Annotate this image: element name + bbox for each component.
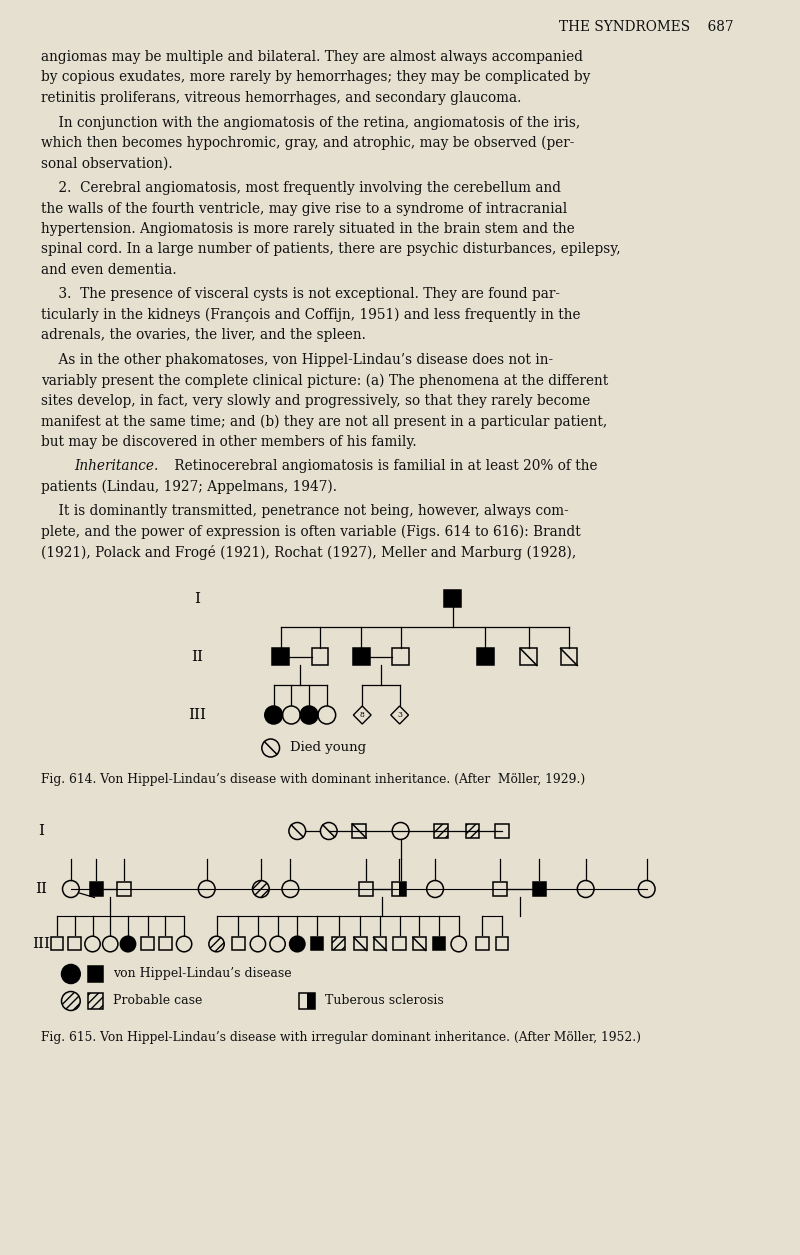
Text: sites develop, in fact, very slowly and progressively, so that they rarely becom: sites develop, in fact, very slowly and … — [42, 394, 590, 408]
Text: 3.  The presence of visceral cysts is not exceptional. They are found par-: 3. The presence of visceral cysts is not… — [42, 287, 560, 301]
Circle shape — [62, 965, 80, 984]
Bar — [299, 993, 315, 1009]
Text: retinitis proliferans, vitreous hemorrhages, and secondary glaucoma.: retinitis proliferans, vitreous hemorrha… — [42, 92, 522, 105]
Text: plete, and the power of expression is often variable (Figs. 614 to 616): Brandt: plete, and the power of expression is of… — [42, 525, 581, 540]
Bar — [434, 825, 448, 838]
Circle shape — [300, 707, 318, 724]
Text: II: II — [191, 650, 203, 664]
Bar — [332, 937, 345, 950]
Text: Retinocerebral angiomatosis is familial in at least 20% of the: Retinocerebral angiomatosis is familial … — [170, 459, 598, 473]
Circle shape — [290, 936, 305, 951]
Bar — [445, 591, 461, 607]
Circle shape — [120, 936, 136, 951]
Text: hypertension. Angiomatosis is more rarely situated in the brain stem and the: hypertension. Angiomatosis is more rarel… — [42, 222, 575, 236]
Text: sonal observation).: sonal observation). — [42, 157, 173, 171]
Text: and even dementia.: and even dementia. — [42, 264, 177, 277]
Text: III: III — [188, 708, 206, 722]
Bar — [394, 937, 406, 950]
Text: angiomas may be multiple and bilateral. They are almost always accompanied: angiomas may be multiple and bilateral. … — [42, 50, 583, 64]
Bar — [392, 649, 409, 665]
Text: 8: 8 — [360, 712, 365, 719]
Bar — [493, 882, 507, 896]
Text: Died young: Died young — [290, 742, 366, 754]
Text: which then becomes hypochromic, gray, and atrophic, may be observed (per-: which then becomes hypochromic, gray, an… — [42, 136, 574, 151]
Bar — [90, 882, 103, 896]
Bar — [433, 937, 446, 950]
Bar — [398, 882, 406, 896]
Bar — [520, 649, 537, 665]
Text: As in the other phakomatoses, von Hippel-Lindau’s disease does not in-: As in the other phakomatoses, von Hippel… — [42, 353, 554, 366]
Text: von Hippel-Lindau’s disease: von Hippel-Lindau’s disease — [113, 968, 292, 980]
Bar — [69, 937, 82, 950]
Text: patients (Lindau, 1927; Appelmans, 1947).: patients (Lindau, 1927; Appelmans, 1947)… — [42, 479, 338, 494]
Text: 2.  Cerebral angiomatosis, most frequently involving the cerebellum and: 2. Cerebral angiomatosis, most frequentl… — [42, 181, 562, 195]
Bar — [352, 825, 366, 838]
Text: I: I — [194, 592, 200, 606]
Text: THE SYNDROMES    687: THE SYNDROMES 687 — [559, 20, 734, 34]
Text: Tuberous sclerosis: Tuberous sclerosis — [325, 994, 443, 1008]
Text: Fig. 614. Von Hippel-Lindau’s disease with dominant inheritance. (After  Möller,: Fig. 614. Von Hippel-Lindau’s disease wi… — [42, 773, 586, 786]
Bar — [50, 937, 63, 950]
Text: I: I — [38, 825, 44, 838]
Bar — [310, 937, 323, 950]
Bar — [495, 825, 509, 838]
Bar — [232, 937, 245, 950]
Text: Inheritance.: Inheritance. — [74, 459, 158, 473]
Bar — [359, 882, 373, 896]
Text: but may be discovered in other members of his family.: but may be discovered in other members o… — [42, 435, 417, 449]
Text: In conjunction with the angiomatosis of the retina, angiomatosis of the iris,: In conjunction with the angiomatosis of … — [42, 115, 581, 129]
Text: It is dominantly transmitted, penetrance not being, however, always com-: It is dominantly transmitted, penetrance… — [42, 505, 569, 518]
Bar — [307, 993, 315, 1009]
Text: 3: 3 — [397, 712, 402, 719]
Text: adrenals, the ovaries, the liver, and the spleen.: adrenals, the ovaries, the liver, and th… — [42, 329, 366, 343]
Text: ticularly in the kidneys (François and Coffijn, 1951) and less frequently in the: ticularly in the kidneys (François and C… — [42, 307, 581, 323]
Bar — [392, 882, 406, 896]
Bar — [561, 649, 578, 665]
Circle shape — [265, 707, 282, 724]
Text: manifest at the same time; and (b) they are not all present in a particular pati: manifest at the same time; and (b) they … — [42, 414, 607, 429]
Bar — [354, 937, 366, 950]
Bar — [117, 882, 131, 896]
Bar — [496, 937, 508, 950]
Bar — [477, 649, 494, 665]
Text: II: II — [35, 882, 47, 896]
Text: Probable case: Probable case — [113, 994, 202, 1008]
Bar — [353, 649, 370, 665]
Text: by copious exudates, more rarely by hemorrhages; they may be complicated by: by copious exudates, more rarely by hemo… — [42, 70, 590, 84]
Bar — [88, 993, 103, 1009]
Bar — [159, 937, 172, 950]
Bar — [413, 937, 426, 950]
Text: spinal cord. In a large number of patients, there are psychic disturbances, epil: spinal cord. In a large number of patien… — [42, 242, 621, 256]
Bar — [311, 649, 328, 665]
Bar — [88, 966, 103, 981]
Bar — [272, 649, 289, 665]
Bar — [142, 937, 154, 950]
Bar — [374, 937, 386, 950]
Text: the walls of the fourth ventricle, may give rise to a syndrome of intracranial: the walls of the fourth ventricle, may g… — [42, 202, 567, 216]
Text: variably present the complete clinical picture: (a) The phenomena at the differe: variably present the complete clinical p… — [42, 374, 609, 388]
Bar — [476, 937, 489, 950]
Bar — [466, 825, 479, 838]
Text: (1921), Polack and Frogé (1921), Rochat (1927), Meller and Marburg (1928),: (1921), Polack and Frogé (1921), Rochat … — [42, 546, 577, 561]
Bar — [533, 882, 546, 896]
Text: Fig. 615. Von Hippel-Lindau’s disease with irregular dominant inheritance. (Afte: Fig. 615. Von Hippel-Lindau’s disease wi… — [42, 1032, 642, 1044]
Text: III: III — [32, 937, 50, 951]
